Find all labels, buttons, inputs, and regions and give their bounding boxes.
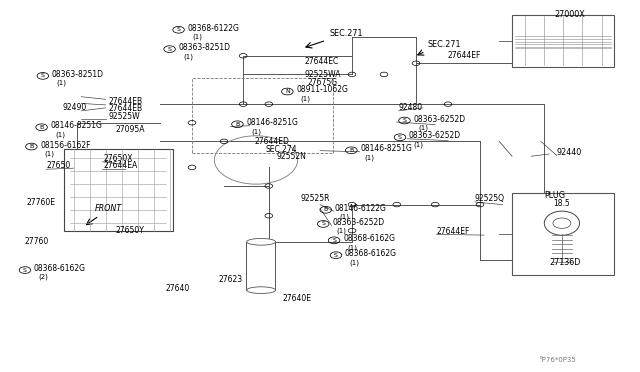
Text: SEC.271: SEC.271 (428, 40, 461, 49)
Text: 08363-6252D: 08363-6252D (409, 131, 461, 140)
Text: 27644EB: 27644EB (109, 104, 143, 113)
Text: 92440: 92440 (557, 148, 582, 157)
Text: 27650: 27650 (46, 161, 70, 170)
Text: (1): (1) (251, 128, 261, 135)
Ellipse shape (247, 287, 275, 294)
Text: B: B (40, 125, 44, 130)
Text: S: S (177, 27, 180, 32)
Text: B: B (236, 122, 239, 127)
Text: 92525WA: 92525WA (305, 70, 341, 79)
Text: 08368-6162G: 08368-6162G (343, 234, 395, 243)
Text: (1): (1) (349, 259, 360, 266)
Text: 27760: 27760 (24, 237, 49, 246)
Text: S: S (403, 118, 406, 123)
Text: 27644ED: 27644ED (255, 137, 289, 146)
Bar (64, 149, 173, 231)
Text: 27095A: 27095A (115, 125, 145, 134)
Text: 27760E: 27760E (27, 198, 56, 207)
Text: SEC.271: SEC.271 (330, 29, 363, 38)
Text: (1): (1) (301, 96, 311, 102)
Text: (1): (1) (55, 131, 65, 138)
Text: 08368-6162G: 08368-6162G (345, 249, 397, 258)
Text: 27650X: 27650X (104, 154, 133, 163)
Text: 27650Y: 27650Y (115, 226, 144, 235)
Text: S: S (332, 238, 336, 243)
Text: 27644EF: 27644EF (436, 227, 470, 236)
Text: S: S (321, 221, 325, 227)
Text: 27640E: 27640E (283, 294, 312, 303)
Ellipse shape (247, 238, 275, 245)
Text: (1): (1) (183, 53, 193, 60)
Text: ᴱP76*0P35: ᴱP76*0P35 (540, 357, 576, 363)
Text: 08368-6162G: 08368-6162G (34, 264, 86, 273)
Text: SEC.274: SEC.274 (266, 145, 297, 154)
Text: 27644EB: 27644EB (109, 97, 143, 106)
Text: (1): (1) (418, 125, 428, 131)
Text: (1): (1) (337, 228, 347, 234)
Text: (2): (2) (38, 274, 48, 280)
Text: N: N (285, 89, 290, 94)
Bar (246, 242, 275, 290)
Text: 08911-1062G: 08911-1062G (296, 86, 348, 94)
Text: FRONT: FRONT (95, 204, 122, 213)
Text: 08368-6122G: 08368-6122G (188, 24, 239, 33)
Text: S: S (41, 73, 45, 78)
Text: 27000X: 27000X (554, 10, 585, 19)
Text: (1): (1) (45, 151, 55, 157)
Text: 27640: 27640 (165, 284, 189, 293)
Text: 18.5: 18.5 (554, 199, 570, 208)
Text: 08146-8251G: 08146-8251G (246, 118, 298, 127)
Text: 27136D: 27136D (549, 258, 580, 267)
Text: 27644EF: 27644EF (448, 51, 481, 60)
Text: 08363-8251D: 08363-8251D (52, 70, 104, 79)
Text: 92480: 92480 (398, 103, 422, 112)
Text: PLUG: PLUG (544, 191, 565, 200)
Bar (192, 78, 333, 153)
Text: (1): (1) (413, 141, 424, 148)
Text: (1): (1) (339, 214, 349, 220)
Text: 08146-8251G: 08146-8251G (360, 144, 412, 153)
Text: B: B (349, 148, 353, 153)
Text: 27675G: 27675G (307, 78, 337, 87)
Text: (1): (1) (348, 244, 358, 251)
Text: 08146-6122G: 08146-6122G (335, 204, 387, 213)
Text: S: S (398, 135, 402, 140)
Text: S: S (23, 267, 27, 273)
Text: 08156-6162F: 08156-6162F (40, 141, 91, 150)
Text: 27644EC: 27644EC (305, 57, 339, 66)
Text: 92525R: 92525R (301, 195, 330, 203)
Text: (1): (1) (56, 80, 67, 86)
Text: 08146-8251G: 08146-8251G (51, 121, 102, 130)
Text: 27623: 27623 (219, 275, 243, 284)
Text: (1): (1) (365, 154, 375, 161)
Text: 08363-6252D: 08363-6252D (332, 218, 384, 227)
Text: S: S (168, 46, 172, 52)
Text: 08363-8251D: 08363-8251D (179, 43, 230, 52)
Text: 92525W: 92525W (109, 112, 140, 121)
Text: 92552N: 92552N (276, 152, 307, 161)
Text: B: B (324, 207, 328, 212)
Bar (512, 193, 614, 275)
Text: 08363-6252D: 08363-6252D (413, 115, 465, 124)
Text: 92525Q: 92525Q (475, 195, 505, 203)
Bar (512, 15, 614, 67)
Ellipse shape (544, 211, 580, 235)
Text: (1): (1) (192, 34, 202, 40)
Text: B: B (29, 144, 33, 149)
Text: 92490: 92490 (63, 103, 87, 112)
Text: S: S (334, 253, 338, 258)
Text: 27644EA: 27644EA (104, 161, 138, 170)
